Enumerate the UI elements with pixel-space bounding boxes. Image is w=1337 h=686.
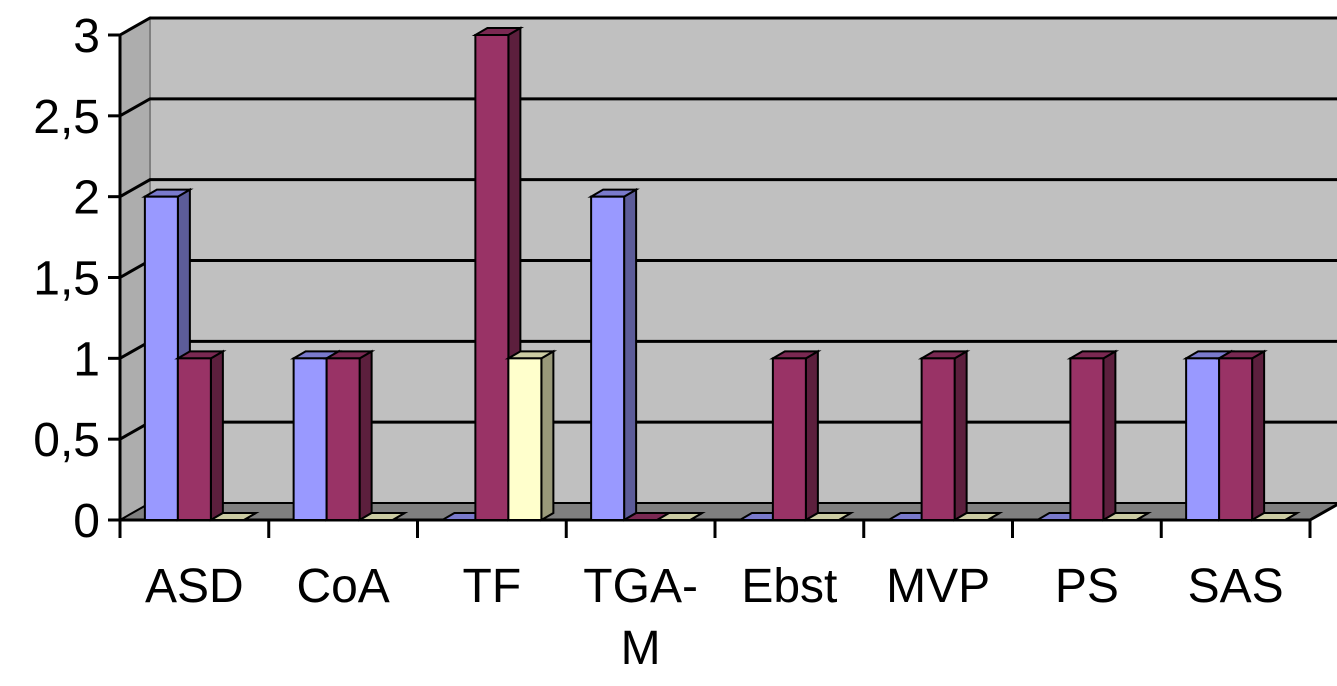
bar-tf-s3 [508, 351, 553, 520]
x-category-label: SAS [1188, 560, 1284, 613]
x-category-label: ASD [145, 560, 244, 613]
x-category-label: TF [463, 560, 522, 613]
bar-mvp-s2 [922, 351, 967, 520]
y-tick-label: 1 [73, 333, 100, 386]
y-tick-label: 0 [73, 495, 100, 548]
bar-asd-s2 [178, 351, 223, 520]
y-tick-label: 1,5 [33, 253, 100, 306]
y-tick-label: 3 [73, 10, 100, 63]
x-category-label: Ebst [741, 560, 837, 613]
y-tick-label: 2 [73, 172, 100, 225]
y-tick-label: 2,5 [33, 91, 100, 144]
x-category-label: PS [1055, 560, 1119, 613]
x-category-label: CoA [296, 560, 389, 613]
x-category-label: MVP [886, 560, 990, 613]
x-category-label: TGA-M [583, 560, 698, 675]
bar-ebst-s2 [773, 351, 818, 520]
bar-tga-m-s1 [591, 190, 636, 520]
bar-ps-s2 [1070, 351, 1115, 520]
y-tick-label: 0,5 [33, 414, 100, 467]
bar-coa-s2 [327, 351, 372, 520]
bar-sas-s2 [1219, 351, 1264, 520]
